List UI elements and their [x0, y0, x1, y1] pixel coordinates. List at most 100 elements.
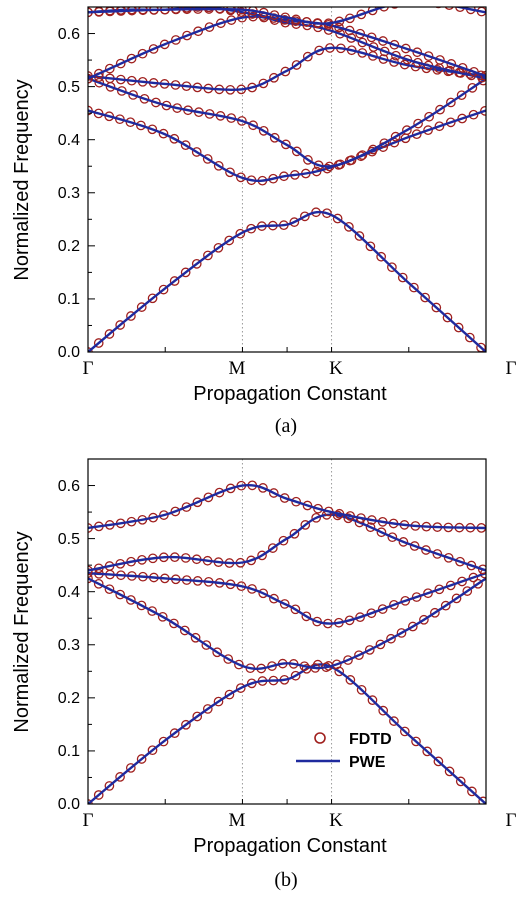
fdtd-point	[180, 140, 191, 151]
fdtd-point	[147, 745, 158, 756]
fdtd-point	[377, 604, 388, 614]
panel-b-ytick-3: 0.3	[58, 637, 80, 654]
fdtd-point	[419, 614, 429, 625]
fdtd-point	[182, 30, 192, 41]
fdtd-point	[421, 545, 431, 555]
fdtd-point	[290, 670, 301, 681]
fdtd-point	[290, 604, 301, 615]
fdtd-point	[258, 125, 269, 136]
panel-b-xcat-k: K	[329, 810, 343, 831]
fdtd-point	[224, 235, 235, 246]
fdtd-point	[444, 7, 454, 10]
fdtd-point	[170, 35, 181, 45]
fdtd-point	[224, 689, 235, 700]
fdtd-point	[402, 125, 412, 136]
fdtd-point	[468, 572, 479, 583]
fdtd-point	[389, 39, 400, 50]
fdtd-point	[94, 68, 104, 79]
fdtd-point	[379, 46, 390, 57]
series-2-pwe-line	[88, 577, 486, 670]
series-1-pwe-line	[88, 210, 486, 352]
fdtd-point	[147, 293, 158, 304]
fdtd-point	[93, 790, 104, 800]
fdtd-point	[469, 66, 479, 77]
fdtd-point	[432, 549, 443, 559]
fdtd-point	[331, 659, 342, 670]
fdtd-point	[407, 621, 418, 632]
fdtd-point	[430, 607, 440, 618]
fdtd-point	[368, 144, 378, 155]
fdtd-point	[258, 483, 268, 493]
fdtd-point	[125, 763, 136, 773]
fdtd-point	[269, 132, 280, 143]
panel-a: 0.0 0.1 0.2 0.3 0.4 0.5 0.6 Γ M K Γ Prop…	[11, 0, 517, 437]
fdtd-point	[435, 55, 445, 65]
fdtd-point	[413, 118, 423, 129]
fdtd-point	[169, 276, 180, 286]
fdtd-point	[169, 133, 180, 144]
fdtd-point	[257, 550, 267, 561]
fdtd-point	[468, 109, 479, 120]
fdtd-point	[445, 580, 456, 591]
fdtd-point	[354, 650, 364, 661]
fdtd-point	[213, 160, 224, 171]
fdtd-point	[399, 726, 410, 737]
panel-b-series	[88, 459, 486, 804]
panel-a-xcat-k: K	[329, 358, 343, 379]
panel-b-ytick-4: 0.4	[58, 584, 80, 601]
fdtd-point	[386, 633, 396, 644]
fdtd-point	[444, 766, 455, 777]
fdtd-point	[423, 588, 433, 599]
fdtd-point	[136, 302, 147, 312]
fdtd-point	[302, 51, 313, 62]
fdtd-point	[191, 259, 202, 269]
series-5-fdtd-markers	[88, 480, 486, 533]
panel-b-ytick-1: 0.1	[58, 743, 80, 760]
fdtd-point	[147, 124, 158, 135]
legend: FDTD PWE	[296, 731, 392, 771]
fdtd-point	[423, 0, 431, 6]
fdtd-point	[213, 696, 224, 707]
fdtd-point	[115, 58, 126, 69]
fdtd-point	[465, 332, 475, 343]
fdtd-point	[457, 576, 467, 587]
panel-b-ytick-6: 0.6	[58, 478, 80, 495]
panel-a-xlabel: Propagation Constant	[193, 383, 387, 405]
fdtd-point	[258, 588, 269, 599]
fdtd-point	[357, 37, 368, 48]
fdtd-point	[94, 77, 105, 88]
fdtd-point	[281, 139, 291, 150]
legend-fdtd-marker-icon	[314, 732, 326, 744]
fdtd-point	[116, 86, 127, 96]
fdtd-point	[478, 796, 486, 804]
fdtd-point	[411, 129, 422, 139]
fdtd-point	[446, 59, 457, 69]
fdtd-point	[192, 7, 203, 12]
fdtd-point	[180, 267, 191, 278]
fdtd-point	[357, 150, 368, 160]
fdtd-point	[401, 0, 409, 6]
fdtd-point	[379, 7, 389, 12]
fdtd-point	[343, 513, 354, 524]
fdtd-point	[300, 520, 311, 530]
fdtd-point	[423, 51, 434, 61]
fdtd-point	[364, 645, 375, 655]
fdtd-point	[157, 611, 168, 622]
fdtd-point	[212, 647, 223, 658]
fdtd-point	[302, 500, 313, 511]
panel-b-ticks	[87, 485, 487, 805]
fdtd-point	[248, 120, 258, 131]
fdtd-point	[445, 117, 456, 128]
panel-b-ylabel: Normalized Frequency	[11, 531, 33, 732]
fdtd-point	[398, 537, 409, 547]
fdtd-point	[158, 128, 169, 139]
fdtd-point	[191, 147, 202, 157]
fdtd-point	[346, 155, 357, 165]
fdtd-point	[365, 522, 376, 533]
panel-b-caption: (b)	[274, 869, 297, 891]
fdtd-point	[409, 282, 419, 293]
fdtd-point	[356, 151, 366, 162]
fdtd-point	[335, 28, 345, 39]
fdtd-point	[137, 48, 148, 59]
